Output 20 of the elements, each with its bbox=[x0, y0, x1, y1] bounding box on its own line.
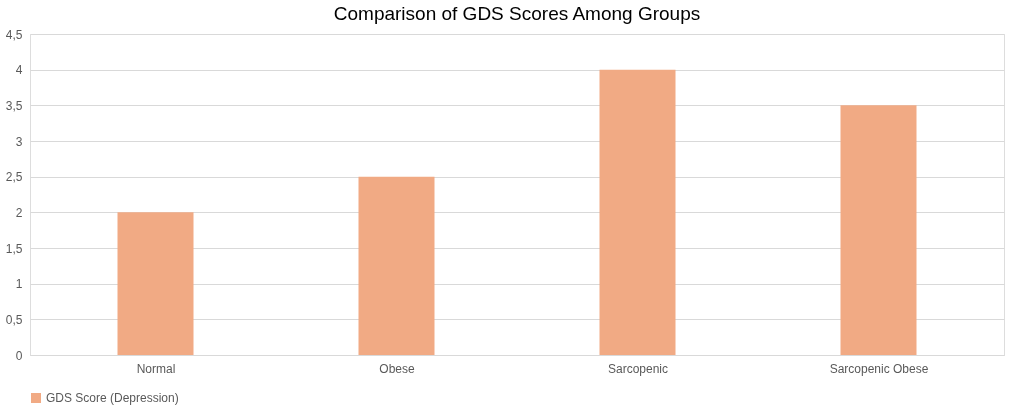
y-tick-label: 3,5 bbox=[5, 98, 23, 113]
bar bbox=[840, 105, 917, 355]
y-tick-label: 2 bbox=[15, 205, 23, 220]
y-tick-label: 0 bbox=[15, 348, 23, 363]
bar bbox=[117, 212, 194, 355]
bar bbox=[599, 69, 676, 355]
bar bbox=[358, 176, 435, 355]
x-tick-label: Sarcopenic bbox=[607, 361, 669, 376]
y-tick-label: 1 bbox=[15, 277, 23, 292]
x-tick-label: Sarcopenic Obese bbox=[829, 361, 929, 376]
x-tick-label: Normal bbox=[136, 361, 176, 376]
legend-label: GDS Score (Depression) bbox=[46, 391, 179, 405]
chart-title: Comparison of GDS Scores Among Groups bbox=[333, 3, 701, 24]
y-tick-label: 2,5 bbox=[5, 170, 23, 185]
y-tick-label: 0,5 bbox=[5, 312, 23, 327]
x-tick-label: Obese bbox=[379, 361, 415, 376]
y-tick-label: 4,5 bbox=[5, 27, 23, 42]
y-tick-label: 1,5 bbox=[5, 241, 23, 256]
y-tick-label: 3 bbox=[15, 134, 23, 149]
y-tick-label: 4 bbox=[15, 63, 23, 78]
